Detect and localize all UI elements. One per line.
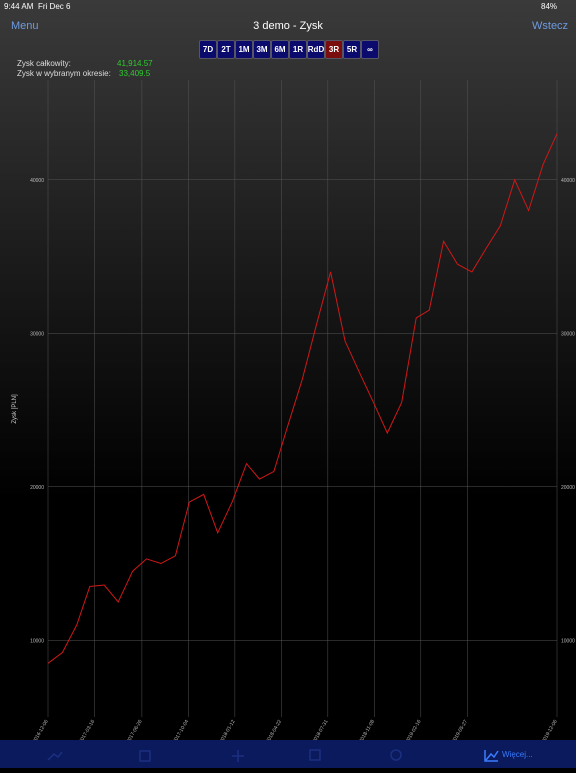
tab-more[interactable]: Więcej... bbox=[502, 750, 533, 759]
back-button[interactable]: Wstecz bbox=[532, 20, 569, 32]
x-tick-label: 2019-05-27 bbox=[451, 719, 469, 740]
period-value: 33,409.5 bbox=[119, 69, 151, 78]
period-button[interactable]: 7D bbox=[199, 40, 217, 59]
status-time: 9:44 AM bbox=[4, 2, 34, 11]
period-label: Zysk w wybranym okresie: bbox=[17, 69, 111, 78]
menu-button[interactable]: Menu bbox=[11, 20, 39, 32]
y-tick-label: 20000 bbox=[30, 485, 44, 491]
y-tick-label-right: 30000 bbox=[561, 331, 575, 337]
y-axis-label: Zysk [PLN] bbox=[12, 394, 18, 424]
period-button[interactable]: 3M bbox=[253, 40, 271, 59]
x-tick-label: 2018-11-08 bbox=[358, 719, 376, 740]
period-button[interactable]: 1R bbox=[289, 40, 307, 59]
chart: Zysk [PLN] 10000 10000 20000 20000 30000 3000… bbox=[12, 80, 575, 740]
x-tick-label: 2017-10-04 bbox=[172, 719, 190, 740]
status-battery: 84% bbox=[541, 2, 558, 11]
y-tick-label-right: 10000 bbox=[561, 638, 575, 644]
period-button[interactable]: 3R bbox=[325, 40, 343, 59]
x-tick-label: 2017-06-26 bbox=[126, 719, 144, 740]
x-tick-label: 2017-03-16 bbox=[78, 719, 96, 740]
line-series bbox=[47, 133, 558, 664]
status-date: Fri Dec 6 bbox=[38, 2, 71, 11]
y-tick-label: 30000 bbox=[30, 331, 44, 337]
period-button[interactable]: 6M bbox=[271, 40, 289, 59]
x-tick-label: 2018-01-12 bbox=[219, 719, 237, 740]
x-tick-label: 2019-02-16 bbox=[405, 719, 423, 740]
x-tick-label: 2019-12-06 bbox=[541, 719, 559, 740]
period-button[interactable]: RdD bbox=[307, 40, 325, 59]
y-tick-label: 40000 bbox=[30, 178, 44, 184]
tab-icons bbox=[47, 749, 499, 762]
period-button[interactable]: 5R bbox=[343, 40, 361, 59]
x-tick-label: 2018-07-31 bbox=[312, 719, 330, 740]
x-tick-label: 2018-04-22 bbox=[265, 719, 283, 740]
y-tick-label-right: 20000 bbox=[561, 485, 575, 491]
y-tick-label: 10000 bbox=[30, 638, 44, 644]
tab-bar: Więcej... bbox=[0, 740, 576, 768]
period-button[interactable]: 2T bbox=[217, 40, 235, 59]
y-tick-label-right: 40000 bbox=[561, 178, 575, 184]
period-button[interactable]: 1M bbox=[235, 40, 253, 59]
x-tick-label: 2016-12-06 bbox=[32, 719, 50, 740]
total-value: 41,914.57 bbox=[117, 59, 153, 68]
total-label: Zysk całkowity: bbox=[17, 59, 71, 68]
period-button[interactable]: ∞ bbox=[361, 40, 379, 59]
